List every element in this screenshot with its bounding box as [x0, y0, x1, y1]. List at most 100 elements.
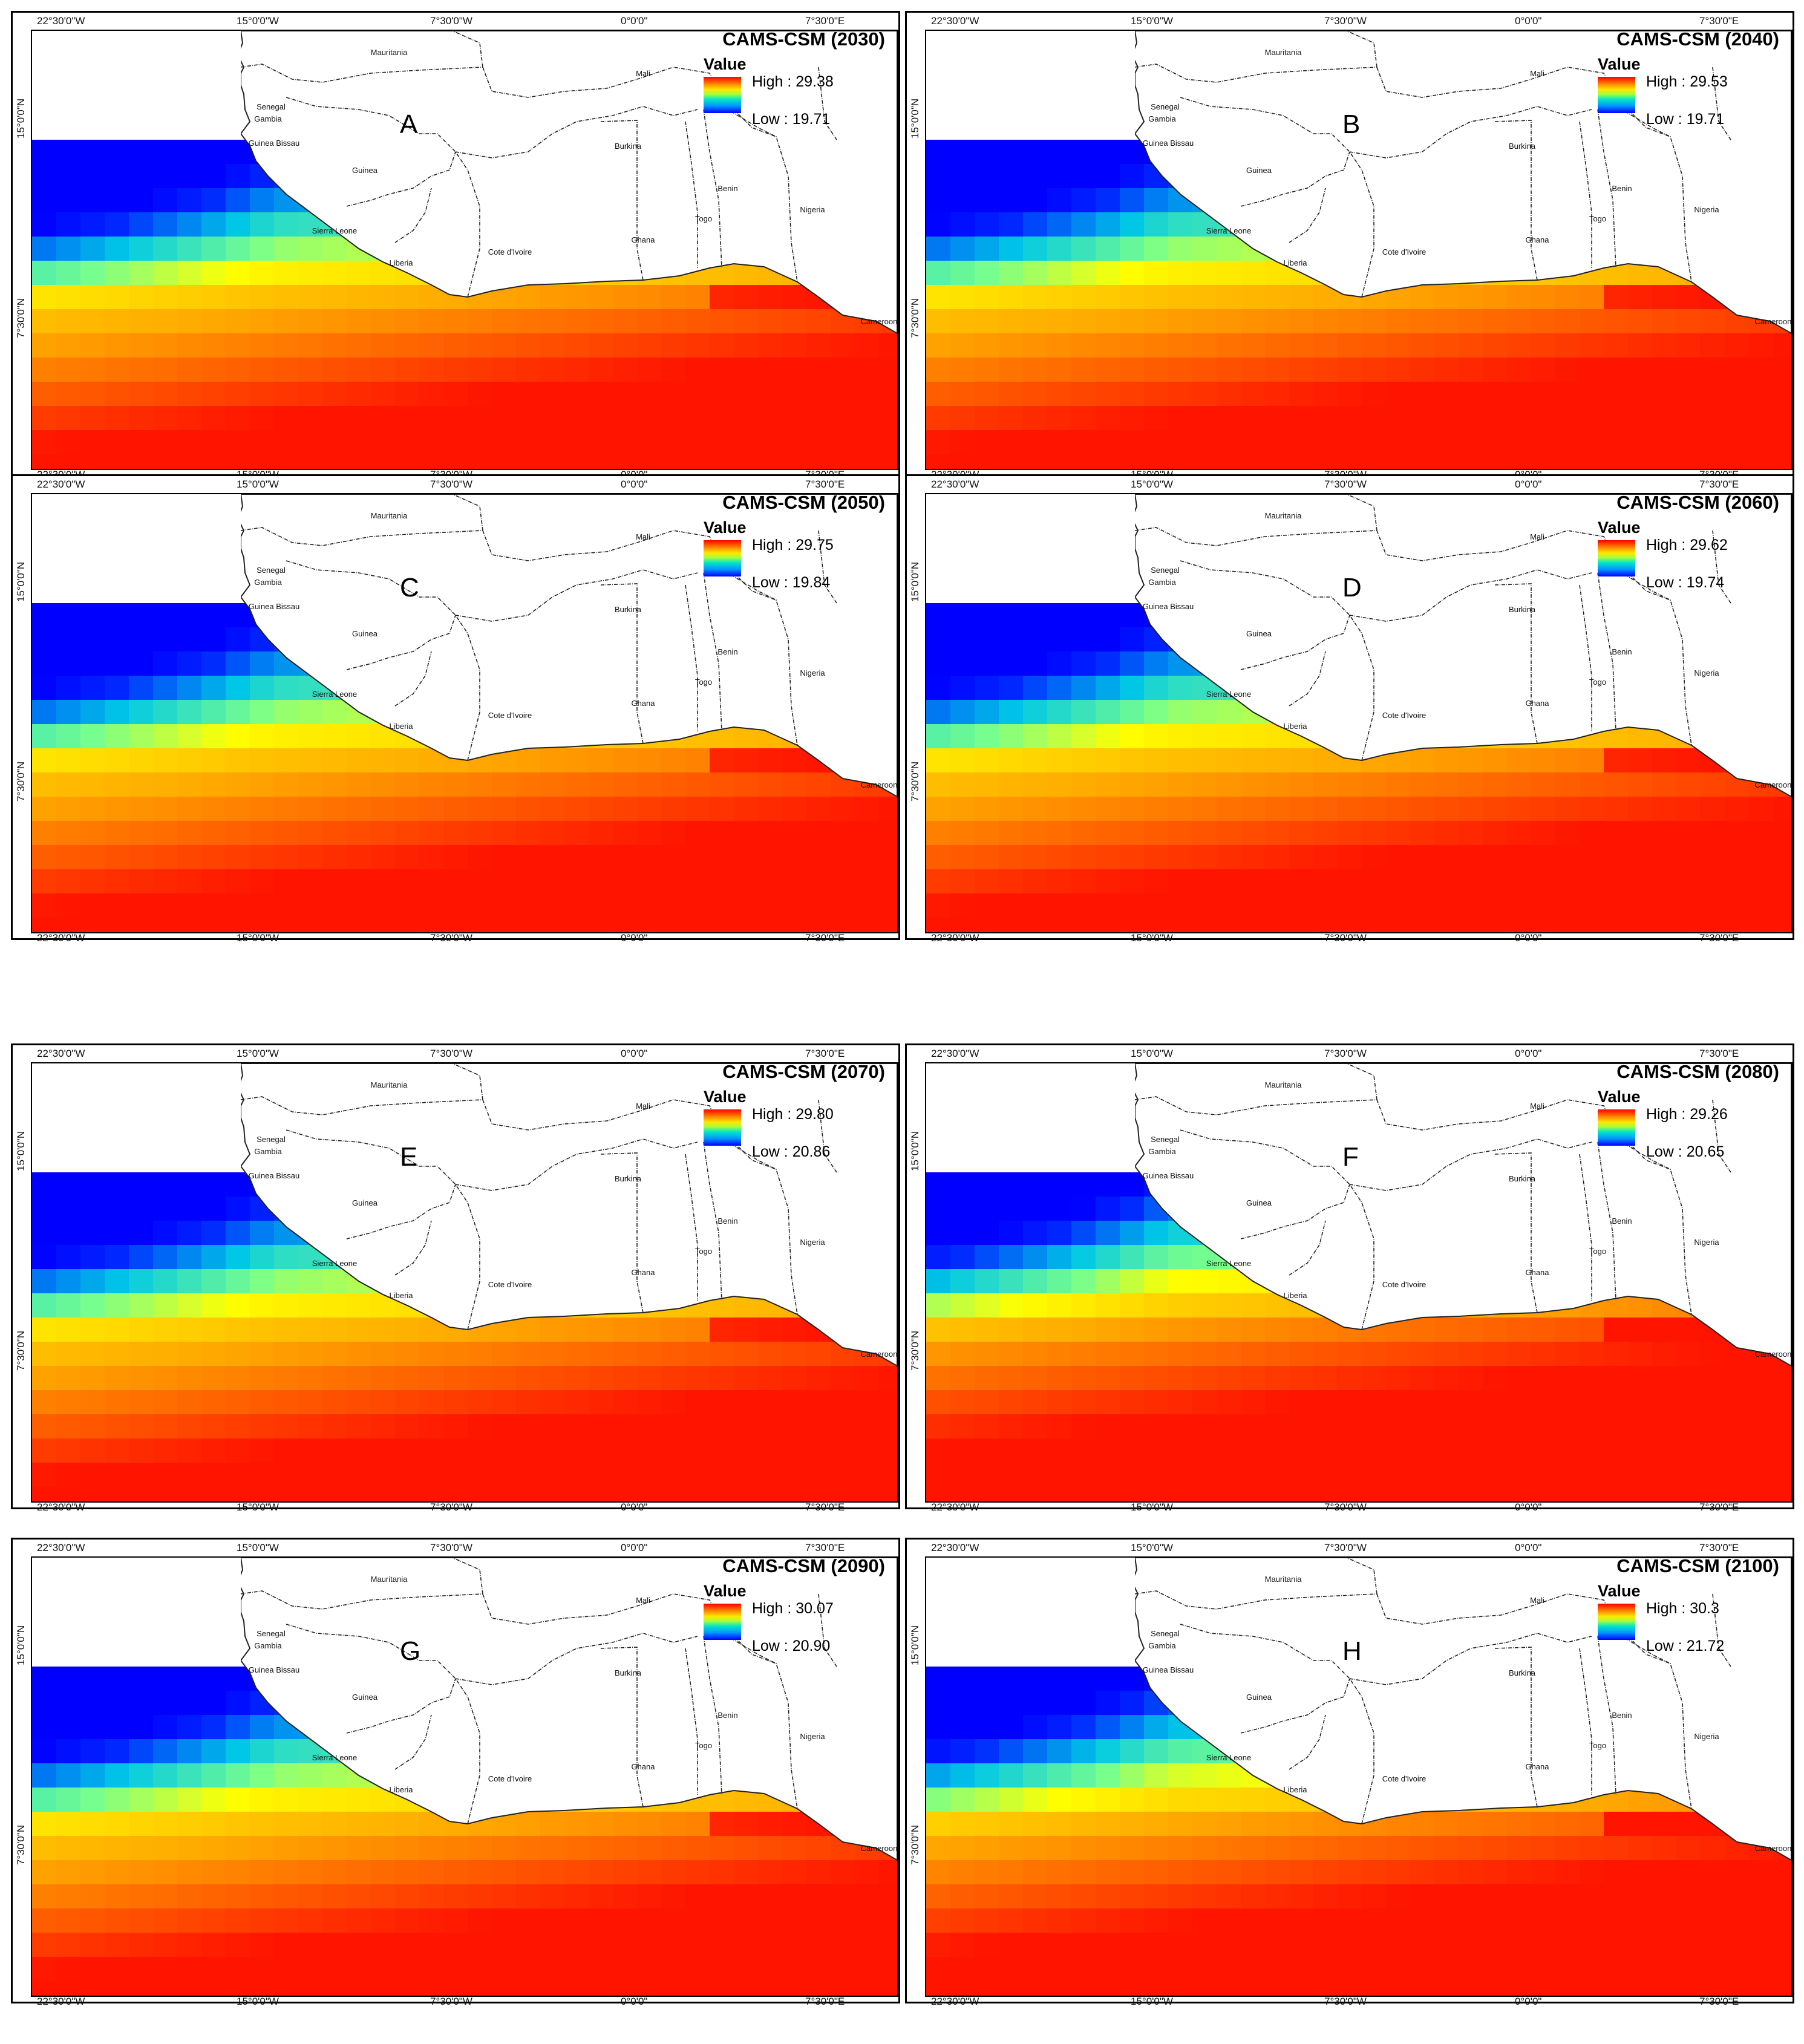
heat-cell — [1483, 285, 1508, 310]
heat-cell — [1047, 1197, 1072, 1221]
lon-tick-label: 0°0'0" — [1515, 478, 1542, 490]
heat-cell — [274, 1981, 299, 1996]
heat-cell — [1604, 797, 1629, 821]
heat-cell — [32, 1463, 57, 1487]
heat-cell — [1386, 821, 1411, 846]
heat-cell — [395, 309, 420, 334]
heat-cell — [1555, 1366, 1580, 1391]
heat-cell — [250, 333, 275, 358]
heat-cell — [129, 1788, 154, 1812]
lat-tick-label: 7°30'0"N — [909, 1330, 921, 1371]
heat-cell — [685, 893, 710, 918]
heat-cell — [105, 237, 129, 261]
heat-cell — [1047, 700, 1072, 725]
heat-cell — [1507, 1860, 1532, 1885]
heat-cell — [226, 821, 250, 846]
heat-cell — [1313, 1342, 1338, 1366]
heat-cell — [1773, 797, 1791, 821]
heat-cell — [564, 845, 589, 870]
heat-cell — [201, 1981, 226, 1996]
heat-cell — [950, 1957, 975, 1982]
heat-cell — [1144, 261, 1169, 286]
heat-cell — [226, 1197, 250, 1221]
heat-cell — [56, 1860, 81, 1885]
heat-cell — [1483, 382, 1508, 407]
heat-cell — [637, 358, 662, 382]
heat-cell — [975, 1715, 999, 1740]
heat-cell — [1749, 1414, 1774, 1439]
heat-cell — [56, 676, 81, 700]
heat-cell — [685, 772, 710, 797]
panel-letter: B — [1342, 109, 1361, 139]
heat-cell — [589, 333, 613, 358]
heat-cell — [1507, 1487, 1532, 1501]
heat-cell — [1047, 454, 1072, 469]
country-border — [1180, 1129, 1374, 1330]
heat-cell — [1652, 358, 1677, 382]
ocean-no-data — [32, 1063, 241, 1172]
heat-cell — [1071, 1933, 1096, 1957]
heat-cell — [80, 382, 105, 407]
heat-cell — [1047, 261, 1072, 286]
heat-cell — [56, 1197, 81, 1221]
heat-cell — [1725, 797, 1750, 821]
heat-cell — [782, 821, 807, 846]
heat-cell — [1096, 358, 1120, 382]
heat-cell — [1531, 1414, 1556, 1439]
heat-cell — [347, 1933, 371, 1957]
heat-cell — [589, 869, 613, 894]
heat-cell — [201, 748, 226, 773]
heat-cell — [1289, 1463, 1314, 1487]
country-border — [1712, 530, 1731, 604]
country-border — [1240, 1184, 1350, 1239]
heat-cell — [201, 188, 226, 213]
heat-cell — [1410, 358, 1435, 382]
lon-tick-label: 0°0'0" — [1515, 932, 1542, 944]
heat-cell — [395, 1366, 420, 1391]
heat-cell — [201, 1957, 226, 1982]
heat-cell — [32, 821, 57, 846]
heat-cell — [1580, 333, 1604, 358]
heat-cell — [250, 1342, 275, 1366]
heat-cell — [492, 869, 517, 894]
heat-cell — [950, 1788, 975, 1812]
heat-cell — [1265, 309, 1290, 334]
heat-cell — [999, 237, 1024, 261]
heat-cell — [32, 869, 57, 894]
heat-cell — [1120, 430, 1145, 455]
heat-cell — [926, 1933, 951, 1957]
heat-cell — [201, 237, 226, 261]
heat-cell — [710, 1317, 734, 1342]
heat-cell — [201, 1269, 226, 1294]
heat-cell — [153, 1487, 178, 1501]
heat-cell — [1338, 1860, 1362, 1885]
heat-cell — [999, 1933, 1024, 1957]
heat-cell — [56, 1487, 81, 1501]
heat-cell — [1023, 772, 1048, 797]
country-label: Gambia — [254, 578, 282, 587]
heat-cell — [661, 748, 686, 773]
heat-cell — [250, 430, 275, 455]
country-label: Sierra Leone — [1206, 690, 1251, 699]
heat-cell — [1386, 1884, 1411, 1909]
heat-cell — [1071, 164, 1096, 189]
heat-cell — [153, 1366, 178, 1391]
heat-cell — [1168, 358, 1193, 382]
heat-cell — [685, 454, 710, 469]
heat-cell — [56, 1269, 81, 1294]
heat-cell — [1120, 1667, 1145, 1691]
heat-cell — [226, 1908, 250, 1933]
heat-cell — [1362, 1414, 1387, 1439]
heat-cell — [153, 430, 178, 455]
heat-cell — [1023, 309, 1048, 334]
heat-cell — [1071, 140, 1096, 165]
panel-title: CAMS-CSM (2090) — [722, 1555, 885, 1576]
heat-cell — [1483, 893, 1508, 918]
heat-cell — [1555, 1957, 1580, 1982]
heat-cell — [226, 212, 250, 237]
heat-cell — [1241, 797, 1266, 821]
heat-cell — [419, 821, 444, 846]
heat-cell — [1507, 772, 1532, 797]
heat-cell — [1628, 430, 1653, 455]
heat-cell — [1604, 1860, 1629, 1885]
